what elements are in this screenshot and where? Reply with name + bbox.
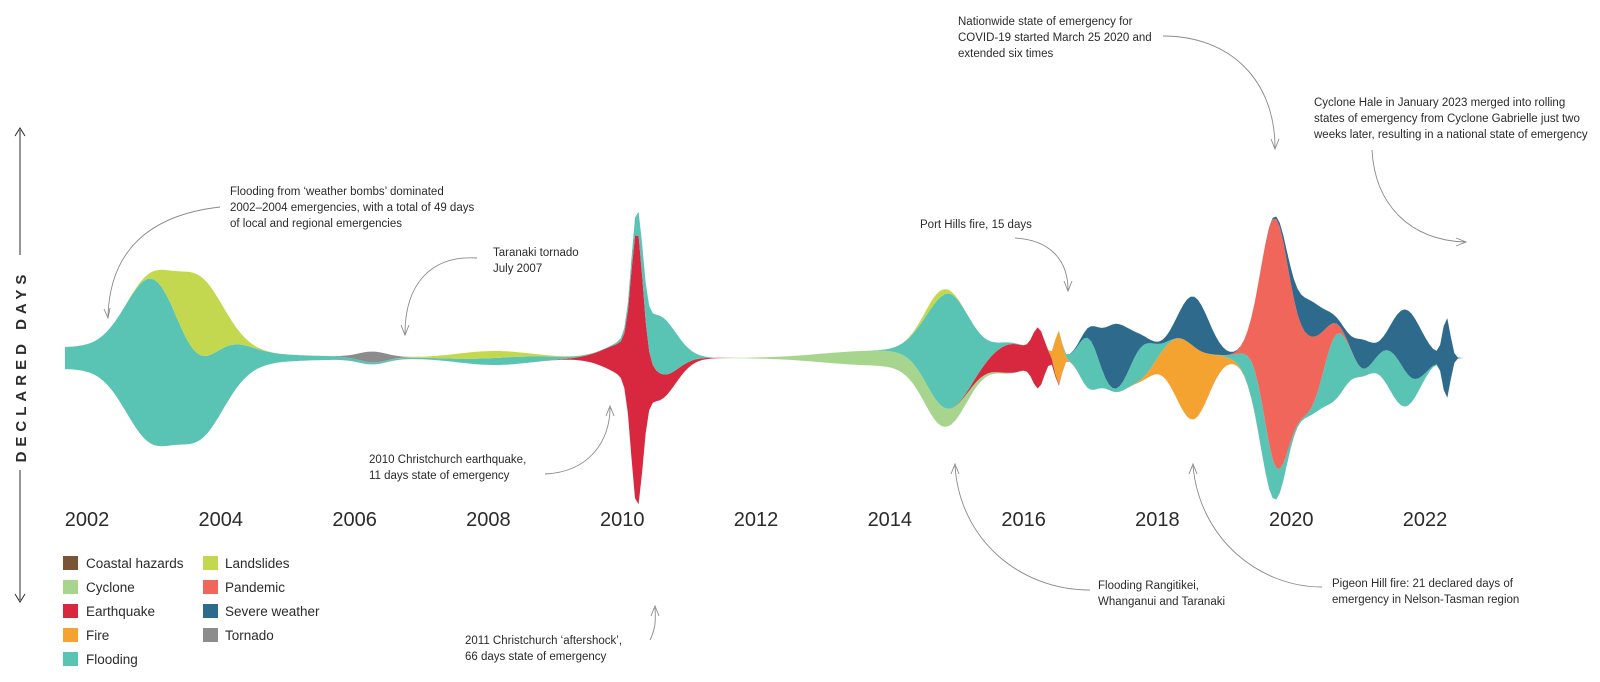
annotation-line: 66 days state of emergency	[465, 651, 607, 663]
legend: Coastal hazards Cyclone Earthquake Fire …	[63, 556, 320, 667]
annotation-line: Flooding Rangitikei,	[1098, 580, 1199, 592]
leader-arrow-flooding-icon	[103, 307, 111, 320]
legend-swatch-tornado	[203, 628, 218, 642]
stream-severe-weather	[65, 211, 1490, 398]
annotation-line: states of emergency from Cyclone Gabriel…	[1314, 113, 1580, 125]
x-tick-label-2006: 2006	[332, 509, 377, 531]
annotation-line: Pigeon Hill fire: 21 declared days of	[1332, 578, 1514, 590]
legend-swatch-severe-weather	[203, 604, 218, 618]
annotation-line: 2011 Christchurch ‘aftershock’,	[465, 635, 622, 647]
legend-label-coastal-hazards: Coastal hazards	[86, 556, 184, 571]
x-tick-label-2004: 2004	[199, 509, 244, 531]
leader-arrow-rangitikei-icon	[950, 462, 960, 475]
annotation-chch2011: 2011 Christchurch ‘aftershock’, 66 days …	[465, 635, 625, 663]
x-tick-label-2002: 2002	[65, 509, 110, 531]
annotation-line: Port Hills fire, 15 days	[920, 219, 1032, 231]
legend-label-flooding: Flooding	[86, 652, 138, 667]
annotation-line: Whanganui and Taranaki	[1098, 596, 1225, 608]
leader-arrow-taranaki-icon	[400, 324, 410, 337]
annotation-porthills: Port Hills fire, 15 days	[920, 219, 1032, 231]
legend-label-tornado: Tornado	[225, 628, 274, 643]
annotation-line: July 2007	[493, 263, 542, 275]
legend-label-landslides: Landslides	[225, 556, 290, 571]
annotation-covid: Nationwide state of emergency for COVID-…	[958, 16, 1155, 60]
annotation-line: Taranaki tornado	[493, 247, 579, 259]
x-tick-label-2008: 2008	[466, 509, 511, 531]
legend-swatch-fire	[63, 628, 78, 642]
legend-swatch-earthquake	[63, 604, 78, 618]
legend-swatch-coastal-hazards	[63, 556, 78, 570]
legend-label-pandemic: Pandemic	[225, 580, 285, 595]
legend-label-earthquake: Earthquake	[86, 604, 155, 619]
y-axis-label: DECLARED DAYS	[13, 270, 30, 463]
annotation-leaders	[103, 35, 1468, 641]
annotation-line: weeks later, resulting in a national sta…	[1313, 129, 1588, 141]
leader-arrow-pigeon-icon	[1188, 462, 1198, 475]
legend-swatch-pandemic	[203, 580, 218, 594]
leader-arrow-chch2011-icon	[650, 604, 660, 617]
x-tick-label-2018: 2018	[1135, 509, 1180, 531]
annotation-line: COVID-19 started March 25 2020 and	[958, 32, 1152, 44]
leader-arrow-porthills-icon	[1063, 280, 1073, 293]
x-tick-label-2012: 2012	[734, 509, 779, 531]
annotation-line: emergency in Nelson-Tasman region	[1332, 594, 1519, 606]
x-tick-label-2022: 2022	[1403, 509, 1448, 531]
x-tick-label-2014: 2014	[868, 509, 913, 531]
x-tick-label-2010: 2010	[600, 509, 645, 531]
legend-swatch-flooding	[63, 652, 78, 666]
x-axis-ticks: 2002 2004 2006 2008 2010 2012 2014 2016 2018 2020…	[65, 509, 1448, 531]
leader-chch2010	[544, 407, 611, 475]
leader-arrow-hale-icon	[1455, 237, 1468, 247]
legend-label-severe-weather: Severe weather	[225, 604, 320, 619]
x-tick-label-2016: 2016	[1001, 509, 1046, 531]
legend-swatch-landslides	[203, 556, 218, 570]
leader-rangitikei	[954, 465, 1091, 591]
leader-flooding-0204	[107, 206, 221, 317]
annotation-line: extended six times	[958, 48, 1053, 60]
stream-pandemic	[65, 211, 1490, 470]
annotation-line: Flooding from ‘weather bombs’ dominated	[230, 186, 444, 198]
legend-label-cyclone: Cyclone	[86, 580, 135, 595]
leader-pigeon	[1192, 465, 1323, 588]
annotation-line: Cyclone Hale in January 2023 merged into…	[1314, 97, 1565, 109]
annotation-line: 2010 Christchurch earthquake,	[369, 454, 526, 466]
annotation-line: of local and regional emergencies	[230, 218, 402, 230]
leader-chch2011	[649, 607, 656, 641]
stream-layers	[65, 211, 1490, 505]
annotation-flooding-0204: Flooding from ‘weather bombs’ dominated …	[230, 186, 477, 230]
leader-arrow-covid-icon	[1270, 138, 1280, 151]
annotation-line: 11 days state of emergency	[369, 470, 510, 482]
y-axis: DECLARED DAYS	[13, 127, 30, 603]
annotation-line: 2002–2004 emergencies, with a total of 4…	[230, 202, 474, 214]
annotations: Flooding from ‘weather bombs’ dominated …	[230, 16, 1588, 663]
leader-covid	[1162, 35, 1276, 149]
legend-swatch-cyclone	[63, 580, 78, 594]
annotation-hale: Cyclone Hale in January 2023 merged into…	[1313, 97, 1588, 141]
annotation-line: Nationwide state of emergency for	[958, 16, 1133, 28]
y-axis-arrow-up-icon	[14, 127, 26, 137]
annotation-rangitikei: Flooding Rangitikei, Whanganui and Taran…	[1098, 580, 1225, 608]
leader-taranaki	[404, 257, 478, 335]
stream-fire	[65, 235, 1490, 500]
annotation-chch2010: 2010 Christchurch earthquake, 11 days st…	[369, 454, 529, 482]
leader-porthills	[1014, 237, 1069, 291]
legend-label-fire: Fire	[86, 628, 109, 643]
annotation-taranaki: Taranaki tornado July 2007	[493, 247, 582, 275]
leader-hale	[1371, 149, 1466, 243]
leader-arrow-chch2010-icon	[605, 404, 615, 417]
annotation-pigeon: Pigeon Hill fire: 21 declared days of em…	[1332, 578, 1519, 606]
y-axis-arrow-down-icon	[14, 593, 26, 603]
x-tick-label-2020: 2020	[1269, 509, 1314, 531]
